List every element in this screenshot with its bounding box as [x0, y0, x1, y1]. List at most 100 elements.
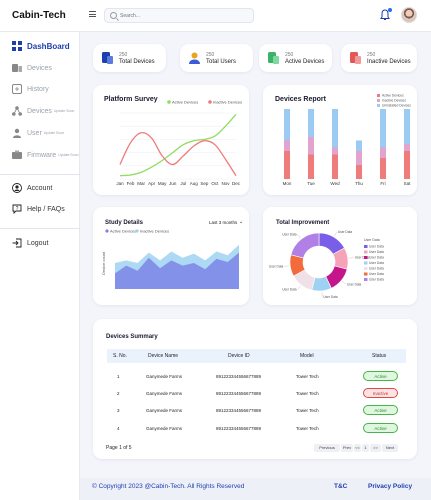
- x-tick-label: Tue: [307, 181, 315, 186]
- stat-card-inactive-devices[interactable]: 250 Inactive Devices: [341, 44, 417, 72]
- dashboard-grid-icon: [12, 41, 22, 51]
- x-tick-label: Dec: [232, 181, 241, 186]
- copyright-text: © Copyright 2023 @Cabin-Tech. All Rights…: [92, 483, 244, 490]
- status-badge[interactable]: Active: [363, 371, 398, 381]
- legend-swatch: [364, 278, 368, 281]
- sidebar-item-firmware[interactable]: Firmware Update Soon: [12, 150, 79, 160]
- sidebar-item-help[interactable]: ? Help / FAQs: [12, 204, 65, 214]
- bar-segment: [380, 147, 386, 158]
- devices-report-card: Devices Report Active Devices Inactive De…: [263, 85, 417, 195]
- search-input[interactable]: [120, 11, 250, 21]
- table-header: [107, 349, 406, 363]
- legend-label-active: Active Devices: [110, 229, 136, 234]
- legend-swatch: [364, 267, 368, 270]
- callout-label: User Data: [282, 232, 297, 236]
- avatar[interactable]: [401, 7, 417, 23]
- x-tick-label: Fri: [380, 181, 385, 186]
- prev-button[interactable]: Prev: [341, 444, 353, 452]
- legend-label: Uninstalled Devices: [382, 104, 411, 108]
- bell-icon[interactable]: [380, 9, 390, 21]
- bar-segment: [356, 140, 362, 151]
- total-improvement-card: Total Improvement User Data User Data User…: [263, 207, 417, 305]
- callout-label: User Data: [355, 256, 370, 260]
- legend-label-inactive: Inactive Devices: [213, 100, 242, 105]
- callout-label: User Data: [269, 264, 284, 268]
- page-info: Page 1 of 5: [106, 445, 132, 451]
- period-dropdown[interactable]: Last 3 months: [209, 220, 238, 225]
- sidebar-item-logout[interactable]: Logout: [12, 238, 48, 248]
- y-axis-label: Device count: [101, 251, 106, 275]
- x-tick-label: Nov: [221, 181, 230, 186]
- sidebar-item-account[interactable]: Account: [12, 183, 52, 193]
- legend-swatch-inactive: [135, 229, 139, 233]
- first-page-button[interactable]: <<: [354, 444, 361, 452]
- top-bar: Cabin-Tech: [0, 0, 431, 32]
- legend-swatch-active: [167, 100, 171, 104]
- firmware-icon: [12, 150, 22, 159]
- previous-page-button[interactable]: Previous: [314, 444, 340, 452]
- bar-segment: [356, 165, 362, 179]
- help-icon: ?: [12, 204, 22, 214]
- sidebar-item-dashboard[interactable]: DashBoard: [12, 41, 70, 51]
- search-icon: [110, 12, 117, 19]
- legend-label: User Data: [369, 256, 384, 260]
- x-tick-label: Jun: [169, 181, 177, 186]
- x-tick-label: Feb: [127, 181, 135, 186]
- sidebar-item-label: Account: [27, 184, 53, 192]
- notification-dot: [388, 8, 392, 12]
- stat-value: 250: [206, 52, 215, 58]
- sidebar-item-history[interactable]: History: [12, 84, 49, 94]
- x-tick-label: Thu: [355, 181, 363, 186]
- stat-label: Total Users: [206, 59, 237, 65]
- last-page-button[interactable]: >>: [370, 444, 381, 452]
- search-box[interactable]: [104, 8, 254, 23]
- legend-swatch: [377, 99, 380, 102]
- bar-segment: [404, 109, 410, 144]
- hamburger-menu-icon[interactable]: [89, 11, 96, 17]
- status-badge[interactable]: Active: [363, 405, 398, 415]
- callout-line: [348, 257, 354, 259]
- devices-icon: [12, 64, 22, 72]
- card-title: Devices Summary: [106, 334, 158, 340]
- account-icon: [12, 183, 22, 193]
- cell-device-name: Ganymede Farms: [146, 408, 183, 413]
- stat-card-active-devices[interactable]: 250 Active Devices: [259, 44, 332, 72]
- bar-segment: [380, 158, 386, 179]
- platform-survey-card: Platform Survey Active Devices Inactive …: [93, 85, 249, 195]
- stat-label: Total Devices: [119, 59, 155, 65]
- x-tick-label: Mon: [283, 181, 292, 186]
- legend-title: User Data: [364, 238, 380, 242]
- card-title: Devices Report: [275, 96, 326, 103]
- donut-slice: [290, 232, 320, 259]
- legend-swatch: [364, 261, 368, 265]
- active-device-icon: [268, 52, 279, 64]
- legend-label: User Data: [369, 250, 384, 254]
- sidebar-item-user[interactable]: User Update Soon: [12, 128, 64, 138]
- page-number-button[interactable]: 1: [362, 444, 369, 452]
- stat-card-total-users[interactable]: 250 Total Users: [180, 44, 253, 72]
- stat-value: 250: [119, 52, 128, 58]
- x-tick-label: Apr: [148, 181, 156, 186]
- sidebar-item-network-devices[interactable]: Devices Update Soon: [12, 106, 74, 116]
- status-badge[interactable]: Inactive: [363, 388, 398, 398]
- app-logo[interactable]: Cabin-Tech: [12, 10, 66, 21]
- privacy-policy-link[interactable]: Privacy Policy: [368, 483, 413, 490]
- column-header: Device Name: [148, 353, 179, 359]
- stat-card-total-devices[interactable]: 250 Total Devices: [93, 44, 166, 72]
- bar-segment: [404, 151, 410, 179]
- stat-label: Active Devices: [285, 59, 325, 65]
- terms-link[interactable]: T&C: [334, 483, 348, 490]
- bar-segment: [332, 109, 338, 148]
- cell-model: Tower Tech: [296, 426, 319, 431]
- chevron-down-icon[interactable]: ⌄: [239, 219, 244, 225]
- next-page-button[interactable]: Next: [382, 444, 398, 452]
- sidebar: DashBoard Devices History Devices Update…: [0, 32, 80, 500]
- sidebar-item-devices[interactable]: Devices: [12, 63, 52, 73]
- status-badge[interactable]: Active: [363, 423, 398, 433]
- series-line: [119, 132, 237, 177]
- column-header: Status: [372, 353, 387, 359]
- bar-segment: [284, 140, 290, 151]
- user-icon: [189, 52, 200, 64]
- inactive-device-icon: [350, 52, 361, 64]
